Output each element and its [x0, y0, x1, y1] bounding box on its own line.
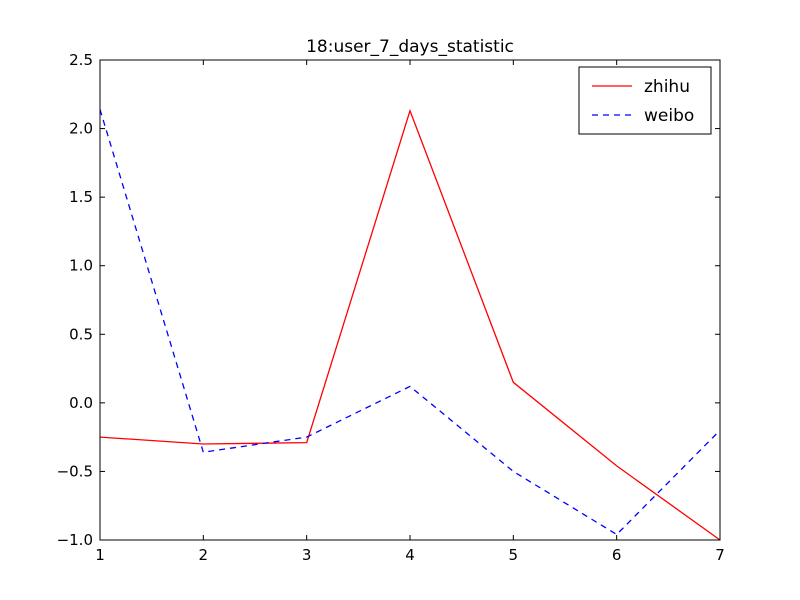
legend-box	[578, 66, 712, 135]
x-tick-label: 4	[405, 546, 415, 564]
series-line-weibo	[99, 109, 721, 536]
y-tick-label: 2.5	[69, 51, 93, 69]
x-tick-label: 3	[302, 546, 312, 564]
y-tick-label: −1.0	[57, 531, 93, 549]
y-tick-label: 2.0	[69, 120, 93, 138]
y-tick-label: 1.5	[69, 188, 93, 206]
plot-area: 1 2 3 4 5 6 7 −1.0 −0.5 0.0 0.5 1.0 1.5 2.0 2.5	[57, 51, 725, 564]
x-tick-label: 1	[95, 546, 105, 564]
x-tick-label: 6	[612, 546, 622, 564]
y-tick-label: 0.0	[69, 394, 93, 412]
legend-label: weibo	[644, 106, 694, 126]
x-tick-label: 7	[715, 546, 725, 564]
legend-label: zhihu	[644, 77, 690, 97]
legend: zhihu weibo	[578, 66, 712, 135]
x-tick-label: 2	[199, 546, 209, 564]
series-line-zhihu	[99, 108, 721, 541]
y-tick-label: 0.5	[69, 325, 93, 343]
chart-title: 18:user_7_days_statistic	[306, 37, 514, 57]
y-tick-label: 1.0	[69, 257, 93, 275]
y-tick-label: −0.5	[57, 462, 93, 480]
x-tick-label: 5	[509, 546, 519, 564]
